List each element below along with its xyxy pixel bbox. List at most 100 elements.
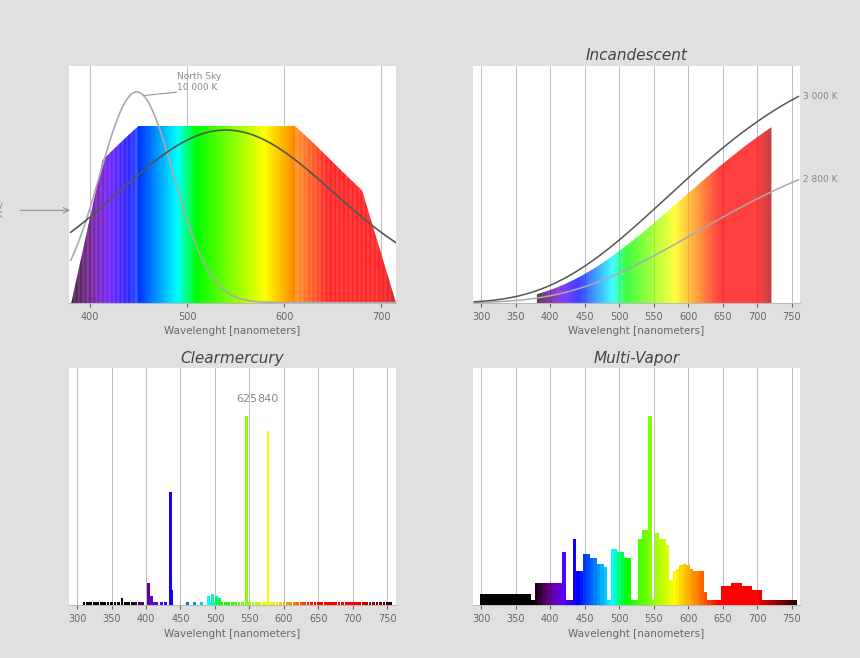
Bar	[224, 601, 227, 605]
Bar	[483, 594, 487, 605]
Bar	[655, 534, 659, 605]
Bar	[697, 571, 700, 605]
Bar	[583, 554, 587, 605]
Bar	[562, 552, 566, 605]
Bar	[566, 599, 569, 605]
Bar	[86, 601, 89, 605]
Bar	[669, 580, 673, 605]
Text: Sun and Sky
6 000 K: Sun and Sky 6 000 K	[0, 201, 3, 220]
Bar	[345, 601, 347, 605]
Bar	[314, 601, 316, 605]
Bar	[700, 571, 703, 605]
Bar	[156, 601, 158, 605]
Bar	[114, 601, 116, 605]
Bar	[504, 594, 507, 605]
Bar	[131, 601, 133, 605]
Bar	[307, 601, 310, 605]
Bar	[494, 594, 497, 605]
Bar	[317, 601, 320, 605]
Bar	[383, 601, 385, 605]
Bar	[559, 582, 562, 605]
Bar	[347, 601, 350, 605]
X-axis label: Wavelenght [nanometers]: Wavelenght [nanometers]	[568, 628, 704, 638]
Bar	[117, 601, 120, 605]
Bar	[635, 599, 638, 605]
Bar	[731, 582, 734, 605]
Bar	[614, 549, 617, 605]
Text: 625: 625	[237, 395, 257, 405]
Bar	[89, 601, 92, 605]
Bar	[628, 558, 631, 605]
Bar	[573, 539, 576, 605]
X-axis label: Wavelenght [nanometers]: Wavelenght [nanometers]	[164, 326, 300, 336]
Bar	[679, 565, 683, 605]
Bar	[356, 601, 359, 605]
Bar	[107, 601, 109, 605]
Bar	[759, 590, 762, 605]
Bar	[290, 601, 292, 605]
Bar	[690, 569, 693, 605]
Title: Incandescent: Incandescent	[586, 48, 687, 63]
Bar	[230, 601, 234, 605]
Bar	[783, 599, 786, 605]
Bar	[556, 582, 559, 605]
Bar	[721, 586, 724, 605]
Bar	[227, 601, 230, 605]
Bar	[738, 582, 741, 605]
Bar	[120, 597, 123, 605]
Bar	[786, 599, 789, 605]
Bar	[772, 599, 776, 605]
Title: Multi-Vapor: Multi-Vapor	[593, 351, 679, 366]
Bar	[329, 601, 332, 605]
Bar	[270, 601, 273, 605]
Bar	[335, 601, 337, 605]
Bar	[265, 601, 268, 605]
Bar	[211, 594, 213, 605]
Bar	[728, 586, 731, 605]
Bar	[261, 601, 265, 605]
Bar	[597, 564, 600, 605]
Bar	[164, 601, 167, 605]
Bar	[621, 552, 624, 605]
Bar	[200, 601, 203, 605]
Bar	[169, 492, 171, 605]
Bar	[518, 594, 521, 605]
Bar	[134, 601, 137, 605]
Bar	[662, 539, 666, 605]
Bar	[276, 601, 279, 605]
Bar	[110, 601, 113, 605]
Bar	[103, 601, 106, 605]
Bar	[350, 601, 353, 605]
Bar	[93, 601, 95, 605]
Bar	[528, 594, 531, 605]
Bar	[569, 599, 573, 605]
Bar	[741, 586, 745, 605]
Bar	[501, 594, 504, 605]
Bar	[755, 590, 759, 605]
Bar	[487, 594, 490, 605]
Bar	[217, 601, 220, 605]
Bar	[549, 582, 552, 605]
Bar	[762, 599, 765, 605]
Bar	[745, 586, 748, 605]
Bar	[376, 601, 378, 605]
Bar	[338, 601, 341, 605]
Text: North Sky
10 000 K: North Sky 10 000 K	[177, 72, 222, 92]
Bar	[511, 594, 514, 605]
Bar	[631, 599, 635, 605]
Bar	[765, 599, 769, 605]
Bar	[593, 558, 597, 605]
X-axis label: Wavelenght [nanometers]: Wavelenght [nanometers]	[164, 628, 300, 638]
Bar	[286, 601, 289, 605]
Bar	[531, 599, 535, 605]
Bar	[490, 594, 494, 605]
Bar	[170, 590, 173, 605]
Bar	[280, 601, 282, 605]
Bar	[617, 552, 621, 605]
Bar	[683, 564, 686, 605]
Bar	[789, 599, 793, 605]
Bar	[153, 601, 156, 605]
Bar	[100, 601, 102, 605]
Bar	[268, 601, 272, 605]
Bar	[215, 596, 218, 605]
